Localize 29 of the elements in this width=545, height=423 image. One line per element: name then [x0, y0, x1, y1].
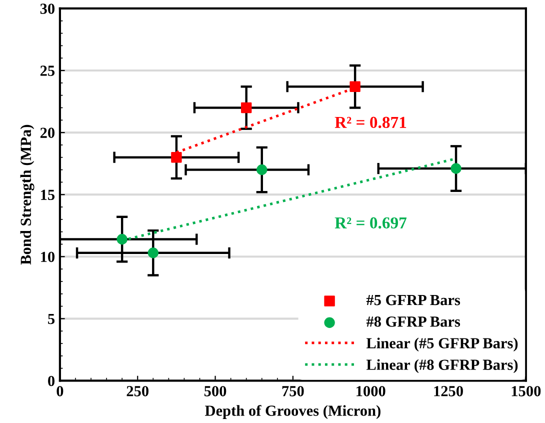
x-tick-label: 1500	[512, 386, 541, 396]
legend-label: #8 GFRP Bars	[366, 316, 460, 327]
point	[148, 248, 158, 258]
y-tick-label: 5	[48, 314, 55, 324]
x-tick-label: 500	[204, 386, 226, 396]
legend-label: Linear (#5 GFRP Bars)	[366, 338, 518, 352]
point	[256, 164, 268, 176]
point	[116, 234, 128, 245]
point	[171, 152, 182, 163]
point	[240, 102, 252, 114]
annotation: R² = 0.871	[334, 116, 406, 128]
x-tick-label: 1250	[434, 386, 463, 396]
x-tick-label: 750	[282, 386, 304, 396]
y-tick-label: 30	[40, 4, 55, 14]
legend-label: Linear (#8 GFRP Bars)	[366, 359, 518, 374]
annotation: R² = 0.697	[334, 217, 407, 229]
x-axis-title: Depth of Grooves (Micron)	[205, 404, 380, 419]
point	[450, 163, 462, 174]
y-axis-title: Bond Strength (MPa)	[20, 124, 34, 265]
y-tick-label: 25	[40, 66, 55, 76]
y-tick-label: 15	[41, 190, 55, 200]
y-tick-label: 20	[40, 128, 55, 138]
x-tick-label: 1000	[356, 386, 386, 396]
x-tick-label: 250	[126, 386, 148, 396]
y-tick-label: 10	[41, 252, 55, 262]
point	[350, 81, 360, 92]
y-tick-label: 0	[48, 376, 55, 386]
x-tick-label: 0	[56, 386, 64, 396]
legend-label: #5 GFRP Bars	[366, 294, 460, 306]
